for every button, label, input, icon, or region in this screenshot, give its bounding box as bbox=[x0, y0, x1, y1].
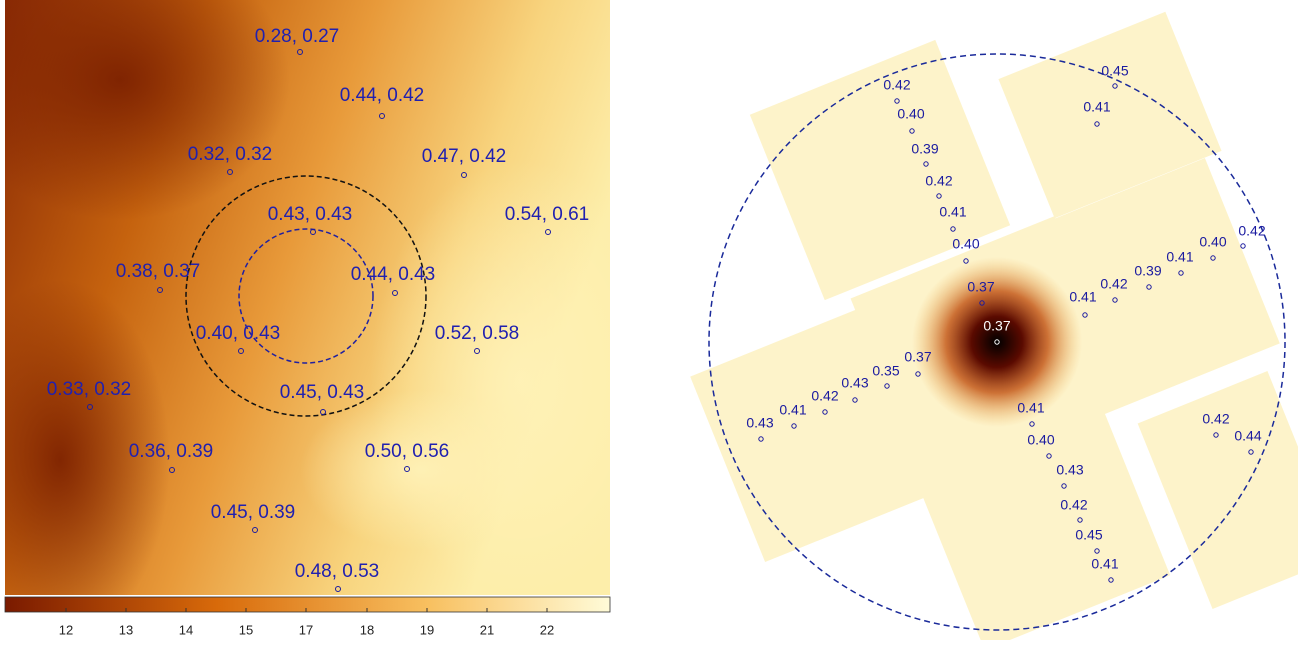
ratio-label: 0.42 bbox=[883, 77, 910, 93]
ratio-label: 0.40 bbox=[952, 236, 979, 252]
ratio-label: 0.44 bbox=[1234, 428, 1261, 444]
ratio-label: 0.41 bbox=[1083, 99, 1110, 115]
page: 0.28, 0.27 0.44, 0.42 0.32, 0.32 0.47, 0.42… bbox=[0, 0, 1298, 640]
ratio-label: 0.41 bbox=[1166, 249, 1193, 265]
ratio-label: 0.37 bbox=[983, 318, 1010, 334]
ratio-label: 0.38, 0.37 bbox=[116, 261, 201, 282]
ratio-label: 0.42 bbox=[1100, 276, 1127, 292]
ratio-label: 0.48, 0.53 bbox=[295, 561, 380, 582]
ratio-label: 0.37 bbox=[967, 279, 994, 295]
ratio-label: 0.33, 0.32 bbox=[47, 379, 132, 400]
ratio-label: 0.41 bbox=[1091, 556, 1118, 572]
ratio-label: 0.45, 0.43 bbox=[280, 382, 365, 403]
colorbar-tick-label: 13 bbox=[119, 622, 133, 637]
ratio-label: 0.36, 0.39 bbox=[129, 441, 214, 462]
ratio-label: 0.41 bbox=[779, 402, 806, 418]
colorbar-tick-label: 15 bbox=[239, 622, 253, 637]
ratio-label: 0.50, 0.56 bbox=[365, 441, 450, 462]
colorbar-tick-label: 21 bbox=[480, 622, 494, 637]
ratio-label: 0.42 bbox=[1238, 223, 1265, 239]
colorbar-tick-label: 14 bbox=[179, 622, 193, 637]
colorbar bbox=[5, 597, 610, 612]
ratio-label: 0.39 bbox=[911, 141, 938, 157]
ratio-label: 0.39 bbox=[1134, 263, 1161, 279]
ratio-label: 0.42 bbox=[1202, 411, 1229, 427]
ratio-label: 0.40 bbox=[897, 106, 924, 122]
ratio-label: 0.37 bbox=[904, 349, 931, 365]
ratio-label: 0.44, 0.42 bbox=[340, 85, 425, 106]
colorbar-tick-label: 12 bbox=[59, 622, 73, 637]
ratio-label: 0.42 bbox=[1060, 497, 1087, 513]
figure: 0.28, 0.27 0.44, 0.42 0.32, 0.32 0.47, 0.42… bbox=[0, 0, 1298, 640]
light-region bbox=[300, 390, 540, 550]
ratio-label: 0.43 bbox=[841, 375, 868, 391]
ratio-label: 0.54, 0.61 bbox=[505, 204, 590, 225]
ratio-label: 0.42 bbox=[811, 388, 838, 404]
colorbar-tick-label: 19 bbox=[420, 622, 434, 637]
colorbar-tick-label: 18 bbox=[360, 622, 374, 637]
ratio-label: 0.43 bbox=[1056, 462, 1083, 478]
colorbar-tick-label: 17 bbox=[299, 622, 313, 637]
ratio-label: 0.45 bbox=[1101, 63, 1128, 79]
ratio-label: 0.35 bbox=[872, 363, 899, 379]
ratio-label: 0.43 bbox=[746, 415, 773, 431]
ratio-label: 0.47, 0.42 bbox=[422, 146, 507, 167]
ratio-label: 0.40, 0.43 bbox=[196, 323, 281, 344]
left-image bbox=[0, 0, 670, 640]
ratio-label: 0.32, 0.32 bbox=[188, 144, 273, 165]
ratio-label: 0.42 bbox=[925, 173, 952, 189]
ratio-label: 0.43, 0.43 bbox=[268, 204, 353, 225]
ratio-label: 0.41 bbox=[939, 204, 966, 220]
ratio-label: 0.41 bbox=[1017, 400, 1044, 416]
colorbar-tick-label: 22 bbox=[540, 622, 554, 637]
marker bbox=[1241, 244, 1245, 248]
ratio-label: 0.45, 0.39 bbox=[211, 502, 296, 523]
ratio-label: 0.28, 0.27 bbox=[255, 26, 340, 47]
ratio-label: 0.45 bbox=[1075, 527, 1102, 543]
ratio-label: 0.41 bbox=[1069, 289, 1096, 305]
ratio-label: 0.40 bbox=[1199, 234, 1226, 250]
ratio-label: 0.52, 0.58 bbox=[435, 323, 520, 344]
ratio-label: 0.44, 0.43 bbox=[351, 264, 436, 285]
ratio-label: 0.40 bbox=[1027, 432, 1054, 448]
source bbox=[912, 257, 1082, 427]
